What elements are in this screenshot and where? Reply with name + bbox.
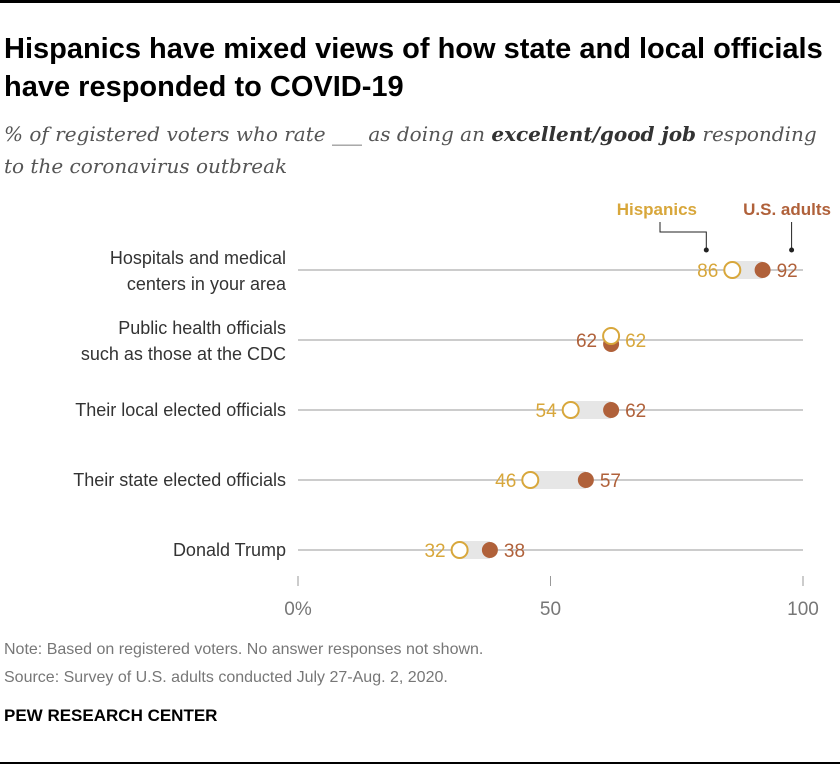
x-tick-label: 50 bbox=[540, 599, 561, 620]
hispanics-value: 32 bbox=[424, 541, 445, 562]
source-text: Source: Survey of U.S. adults conducted … bbox=[4, 669, 448, 686]
category-label: Donald Trump bbox=[173, 540, 286, 560]
hispanics-value: 62 bbox=[625, 331, 646, 352]
hispanics-value: 86 bbox=[697, 261, 718, 282]
hispanics-dot bbox=[723, 261, 742, 279]
us-adults-value: 62 bbox=[625, 401, 646, 422]
us-adults-dot bbox=[603, 402, 620, 418]
us-adults-value: 62 bbox=[576, 331, 597, 352]
top-rule bbox=[0, 0, 840, 3]
footnotes: Note: Based on registered voters. No ans… bbox=[4, 636, 483, 692]
note-text: Note: Based on registered voters. No ans… bbox=[4, 641, 484, 658]
us-adults-dot bbox=[481, 542, 498, 558]
hispanics-dot bbox=[521, 471, 540, 489]
us-adults-value: 92 bbox=[777, 261, 798, 282]
hispanics-value: 54 bbox=[536, 401, 558, 422]
category-label: Their local elected officials bbox=[75, 400, 286, 420]
category-label: such as those at the CDC bbox=[81, 344, 286, 364]
x-tick-label: 0% bbox=[284, 599, 312, 620]
legend-hispanics: Hispanics bbox=[617, 200, 697, 219]
bottom-rule bbox=[0, 762, 840, 764]
us-adults-dot bbox=[754, 262, 771, 278]
category-label: Hospitals and medical bbox=[110, 248, 286, 268]
legend-leader-dot-hispanics bbox=[703, 247, 709, 253]
category-label: Public health officials bbox=[118, 318, 286, 338]
hispanics-dot bbox=[450, 541, 469, 559]
category-label: Their state elected officials bbox=[73, 470, 286, 490]
x-tick-label: 100 bbox=[787, 599, 819, 620]
chart-subtitle: % of registered voters who rate ___ as d… bbox=[4, 118, 834, 182]
hispanics-dot bbox=[602, 327, 621, 345]
hispanics-value: 46 bbox=[495, 471, 516, 492]
us-adults-dot bbox=[577, 472, 594, 488]
category-label: centers in your area bbox=[127, 274, 287, 294]
subtitle-prefix: % of registered voters who rate ___ as d… bbox=[4, 122, 492, 146]
subtitle-suffix: responding to the coronavirus outbreak bbox=[4, 122, 817, 178]
us-adults-value: 57 bbox=[600, 471, 621, 492]
subtitle-emphasis: excellent/good job bbox=[491, 122, 697, 146]
legend-us-adults: U.S. adults bbox=[743, 200, 831, 219]
legend-leader-hispanics bbox=[659, 222, 707, 249]
pew-logo-text: PEW RESEARCH CENTER bbox=[4, 706, 218, 725]
us-adults-value: 38 bbox=[504, 541, 525, 562]
chart-title: Hispanics have mixed views of how state … bbox=[4, 33, 823, 103]
hispanics-dot bbox=[561, 401, 580, 419]
legend-leader-dot-us-adults bbox=[789, 247, 795, 253]
gap-band bbox=[530, 471, 586, 489]
gap-band bbox=[570, 401, 612, 419]
dot-plot-chart: Hispanics U.S. adults Hospitals and medica… bbox=[73, 200, 831, 620]
